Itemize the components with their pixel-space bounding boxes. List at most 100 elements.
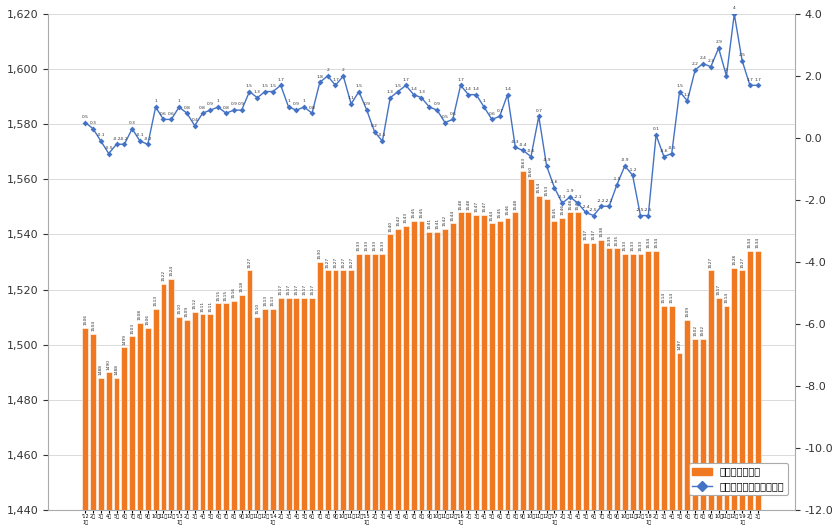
Text: 1533: 1533 (381, 240, 385, 251)
Text: 1530: 1530 (318, 248, 322, 259)
Text: 0.8: 0.8 (199, 105, 206, 110)
Text: 1502: 1502 (701, 326, 705, 336)
Bar (223, 303, 229, 532)
Text: 1533: 1533 (365, 240, 369, 251)
Text: 1545: 1545 (553, 207, 556, 218)
Text: 1527: 1527 (341, 256, 345, 268)
Text: 1.5: 1.5 (261, 84, 269, 88)
Text: 1533: 1533 (357, 240, 361, 251)
Text: 1527: 1527 (709, 256, 713, 268)
Text: 2: 2 (725, 68, 727, 72)
Text: -0.3: -0.3 (511, 139, 520, 144)
Text: -0.4: -0.4 (519, 143, 528, 147)
Bar (317, 262, 323, 532)
Text: 1527: 1527 (326, 256, 329, 268)
Bar (739, 270, 745, 532)
Text: 2.3: 2.3 (707, 59, 714, 63)
Text: 1548: 1548 (568, 198, 572, 210)
Text: -0.5: -0.5 (104, 146, 113, 150)
Text: 0.1: 0.1 (653, 127, 659, 131)
Text: 0.9: 0.9 (239, 103, 245, 106)
Text: 1.5: 1.5 (676, 84, 683, 88)
Bar (496, 221, 502, 532)
Bar (614, 248, 620, 532)
Text: 0.2: 0.2 (371, 124, 378, 128)
Text: -2.4: -2.4 (581, 205, 590, 209)
Bar (160, 284, 166, 532)
Bar (403, 226, 409, 532)
Bar (98, 378, 104, 532)
Text: 1538: 1538 (600, 226, 603, 237)
Bar (380, 254, 386, 532)
Text: 1508: 1508 (138, 309, 142, 320)
Bar (622, 254, 627, 532)
Text: 0.3: 0.3 (129, 121, 135, 125)
Text: -2.2: -2.2 (597, 198, 606, 203)
Bar (755, 251, 761, 532)
Text: 0.4: 0.4 (192, 118, 198, 122)
Bar (293, 298, 299, 532)
Text: 1546: 1546 (560, 204, 564, 215)
Bar (144, 328, 150, 532)
Text: 1517: 1517 (279, 284, 283, 295)
Bar (473, 215, 479, 532)
Text: 0.6: 0.6 (168, 112, 175, 116)
Bar (723, 306, 729, 532)
Text: -2.5: -2.5 (644, 208, 653, 212)
Text: 0.8: 0.8 (223, 105, 229, 110)
Text: 1499: 1499 (123, 334, 126, 345)
Text: -0.1: -0.1 (136, 134, 144, 137)
Text: -0.2: -0.2 (113, 137, 121, 140)
Bar (309, 298, 315, 532)
Text: 1506: 1506 (83, 314, 87, 326)
Bar (676, 353, 682, 532)
Bar (184, 320, 190, 532)
Bar (176, 317, 182, 532)
Text: 1.5: 1.5 (395, 84, 402, 88)
Text: 1.7: 1.7 (402, 78, 409, 81)
Text: 1488: 1488 (99, 364, 103, 375)
Text: 1.5: 1.5 (246, 84, 253, 88)
Bar (700, 339, 706, 532)
Text: 1548: 1548 (576, 198, 580, 210)
Bar (747, 251, 753, 532)
Text: 1517: 1517 (310, 284, 314, 295)
Text: 1.4: 1.4 (504, 87, 511, 91)
Bar (207, 314, 213, 532)
Bar (536, 196, 542, 532)
Text: 1513: 1513 (263, 295, 267, 306)
Text: 1.1: 1.1 (348, 96, 354, 100)
Bar (364, 254, 370, 532)
Bar (215, 303, 221, 532)
Bar (450, 223, 456, 532)
Bar (606, 248, 612, 532)
Bar (168, 279, 174, 532)
Text: 1513: 1513 (154, 295, 158, 306)
Text: -0.6: -0.6 (527, 149, 535, 153)
Bar (630, 254, 636, 532)
Text: 1.8: 1.8 (317, 74, 323, 79)
Bar (340, 270, 346, 532)
Text: -0.1: -0.1 (378, 134, 386, 137)
Text: -2.2: -2.2 (605, 198, 613, 203)
Text: 1528: 1528 (732, 254, 737, 265)
Bar (520, 171, 526, 532)
Bar (442, 229, 448, 532)
Text: 1510: 1510 (255, 303, 260, 314)
Text: 0.6: 0.6 (488, 112, 496, 116)
Text: 1527: 1527 (333, 256, 338, 268)
Text: 1.7: 1.7 (277, 78, 284, 81)
Text: 1513: 1513 (271, 295, 275, 306)
Text: 0.3: 0.3 (90, 121, 97, 125)
Bar (505, 218, 511, 532)
Bar (598, 240, 604, 532)
Text: 1547: 1547 (482, 201, 486, 212)
Bar (82, 328, 88, 532)
Text: 1534: 1534 (748, 237, 752, 248)
Text: 1534: 1534 (756, 237, 759, 248)
Bar (122, 347, 128, 532)
Text: 1545: 1545 (497, 207, 501, 218)
Bar (669, 306, 675, 532)
Text: 1509: 1509 (685, 306, 690, 317)
Text: 0.9: 0.9 (293, 103, 300, 106)
